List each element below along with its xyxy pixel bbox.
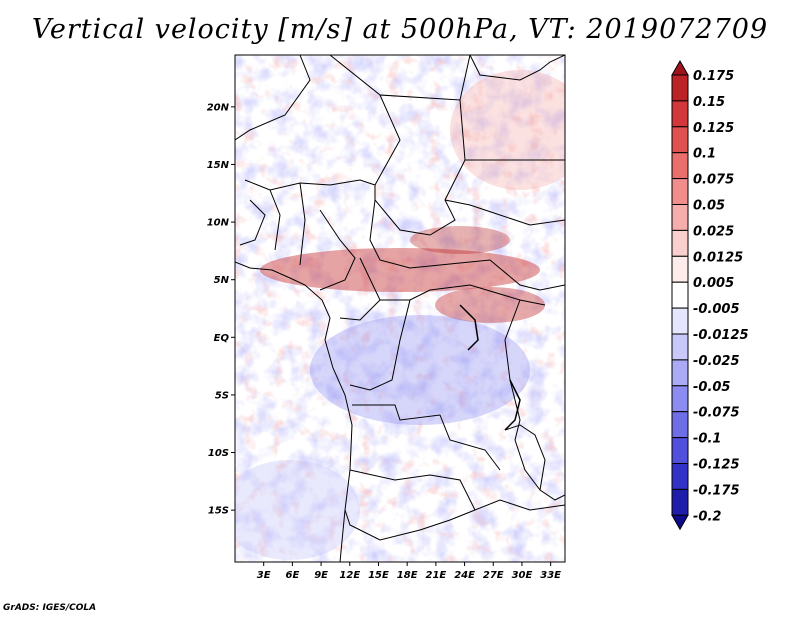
red-patch-northeast <box>450 70 565 190</box>
colorbar: 0.175 0.15 0.125 0.1 0.075 0.05 0.025 0.0125 0.0… <box>671 59 749 531</box>
colorbar-swatch <box>671 437 689 465</box>
colorbar-swatch <box>671 152 689 180</box>
colorbar-top-arrow <box>671 59 689 76</box>
colorbar-swatch <box>671 126 689 154</box>
colorbar-swatch <box>671 281 689 309</box>
lat-tick-label: EQ <box>214 333 230 344</box>
colorbar-swatch <box>671 100 689 128</box>
convection-band-east <box>435 287 545 323</box>
colorbar-swatch <box>671 229 689 257</box>
longitude-axis: 3E 6E 9E 12E 15E 18E 21E 24E 27E 30E 33E <box>257 562 561 581</box>
colorbar-level-label: 0.05 <box>693 199 725 214</box>
lon-tick-label: 12E <box>339 570 360 581</box>
lon-tick-label: 21E <box>425 570 446 581</box>
colorbar-swatch <box>671 307 689 335</box>
colorbar-swatch <box>671 74 689 102</box>
lon-tick-label: 18E <box>397 570 418 581</box>
lon-tick-label: 15E <box>368 570 389 581</box>
colorbar-level-label: 0.1 <box>693 147 716 162</box>
lon-tick-label: 30E <box>512 570 533 581</box>
colorbar-swatch <box>671 255 689 283</box>
lat-tick-label: 15N <box>207 160 230 171</box>
grads-credit: GrADS: IGES/COLA <box>3 603 97 613</box>
colorbar-level-label: -0.05 <box>693 380 730 395</box>
colorbar-level-label: 0.125 <box>693 121 734 136</box>
west-coastline <box>235 261 353 562</box>
colorbar-level-label: 0.005 <box>693 276 734 291</box>
lat-tick-label: 10N <box>207 218 230 229</box>
colorbar-swatch <box>671 385 689 413</box>
lon-tick-label: 9E <box>314 570 328 581</box>
country-borders <box>235 55 565 562</box>
lon-tick-label: 6E <box>285 570 299 581</box>
colorbar-level-label: -0.005 <box>693 302 740 317</box>
colorbar-level-label: 0.0125 <box>693 250 743 265</box>
colorbar-level-label: -0.125 <box>693 458 740 473</box>
convection-band-north <box>410 226 510 254</box>
colorbar-swatch <box>671 463 689 490</box>
colorbar-level-label: 0.175 <box>693 69 734 84</box>
colorbar-swatch <box>671 411 689 439</box>
colorbar-swatch <box>671 178 689 206</box>
lat-tick-label: 20N <box>207 102 230 113</box>
latitude-axis: 20N 15N 10N 5N EQ 5S 10S 15S <box>207 102 235 517</box>
colorbar-level-label: 0.075 <box>693 173 734 188</box>
lon-tick-label: 24E <box>454 570 475 581</box>
lon-tick-label: 27E <box>483 570 504 581</box>
colorbar-level-label: -0.175 <box>693 483 740 498</box>
colorbar-swatch <box>671 333 689 361</box>
colorbar-level-label: 0.15 <box>693 95 725 110</box>
lat-tick-label: 5N <box>214 275 230 286</box>
colorbar-level-label: -0.1 <box>693 432 721 447</box>
colorbar-level-label: 0.025 <box>693 224 734 239</box>
colorbar-level-label: -0.075 <box>693 406 740 421</box>
convection-band <box>260 248 540 292</box>
colorbar-swatch <box>671 204 689 231</box>
colorbar-level-label: -0.025 <box>693 354 740 369</box>
colorbar-swatch <box>671 359 689 387</box>
colorbar-swatch <box>671 488 689 516</box>
colorbar-level-label: -0.0125 <box>693 328 749 343</box>
lat-tick-label: 15S <box>208 506 229 517</box>
map-plot-area <box>235 55 565 562</box>
lon-tick-label: 3E <box>257 570 271 581</box>
blue-patch-southwest <box>235 460 360 560</box>
map-frame <box>234 54 566 563</box>
chart-title: Vertical velocity [m/s] at 500hPa, VT: 2… <box>31 14 769 45</box>
colorbar-bottom-arrow <box>671 514 689 531</box>
lat-tick-label: 10S <box>208 448 229 459</box>
blue-patch-congo <box>310 315 530 425</box>
lat-tick-label: 5S <box>215 390 229 401</box>
colorbar-level-label: -0.2 <box>693 509 721 524</box>
lon-tick-label: 33E <box>540 570 561 581</box>
